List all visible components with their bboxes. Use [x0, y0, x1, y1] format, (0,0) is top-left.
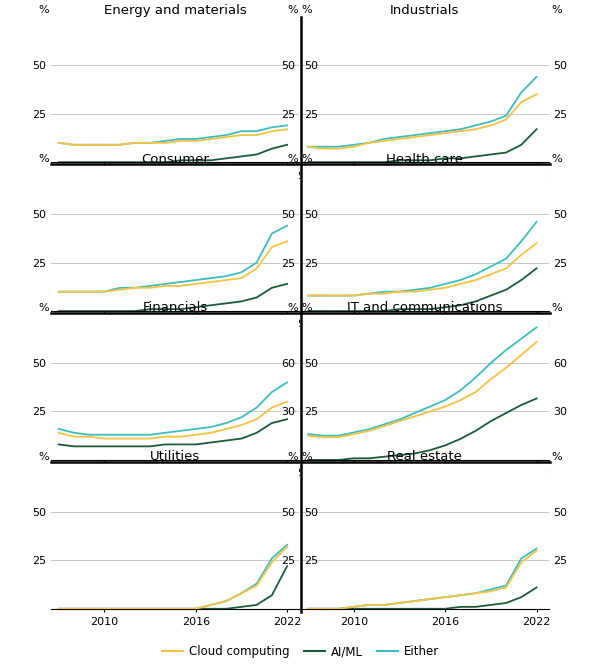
Title: Utilities: Utilities [150, 450, 200, 463]
Text: %: % [287, 5, 298, 15]
Text: %: % [302, 452, 313, 462]
Text: %: % [38, 5, 49, 15]
Text: %: % [302, 154, 313, 164]
Text: %: % [38, 303, 49, 313]
Text: %: % [38, 154, 49, 164]
Legend: Cloud computing, AI/ML, Either: Cloud computing, AI/ML, Either [157, 641, 444, 663]
Text: %: % [551, 303, 562, 313]
Text: %: % [551, 154, 562, 164]
Title: Real estate: Real estate [387, 450, 462, 463]
Title: Financials: Financials [142, 302, 208, 314]
Text: %: % [551, 452, 562, 462]
Text: %: % [302, 303, 313, 313]
Title: IT and communications: IT and communications [347, 302, 502, 314]
Title: Health care: Health care [386, 153, 463, 165]
Title: Energy and materials: Energy and materials [104, 4, 246, 17]
Title: Industrials: Industrials [390, 4, 459, 17]
Text: %: % [287, 452, 298, 462]
Text: %: % [287, 303, 298, 313]
Title: Consumer: Consumer [141, 153, 209, 165]
Text: %: % [38, 452, 49, 462]
Text: %: % [551, 5, 562, 15]
Text: %: % [302, 5, 313, 15]
Text: %: % [287, 154, 298, 164]
